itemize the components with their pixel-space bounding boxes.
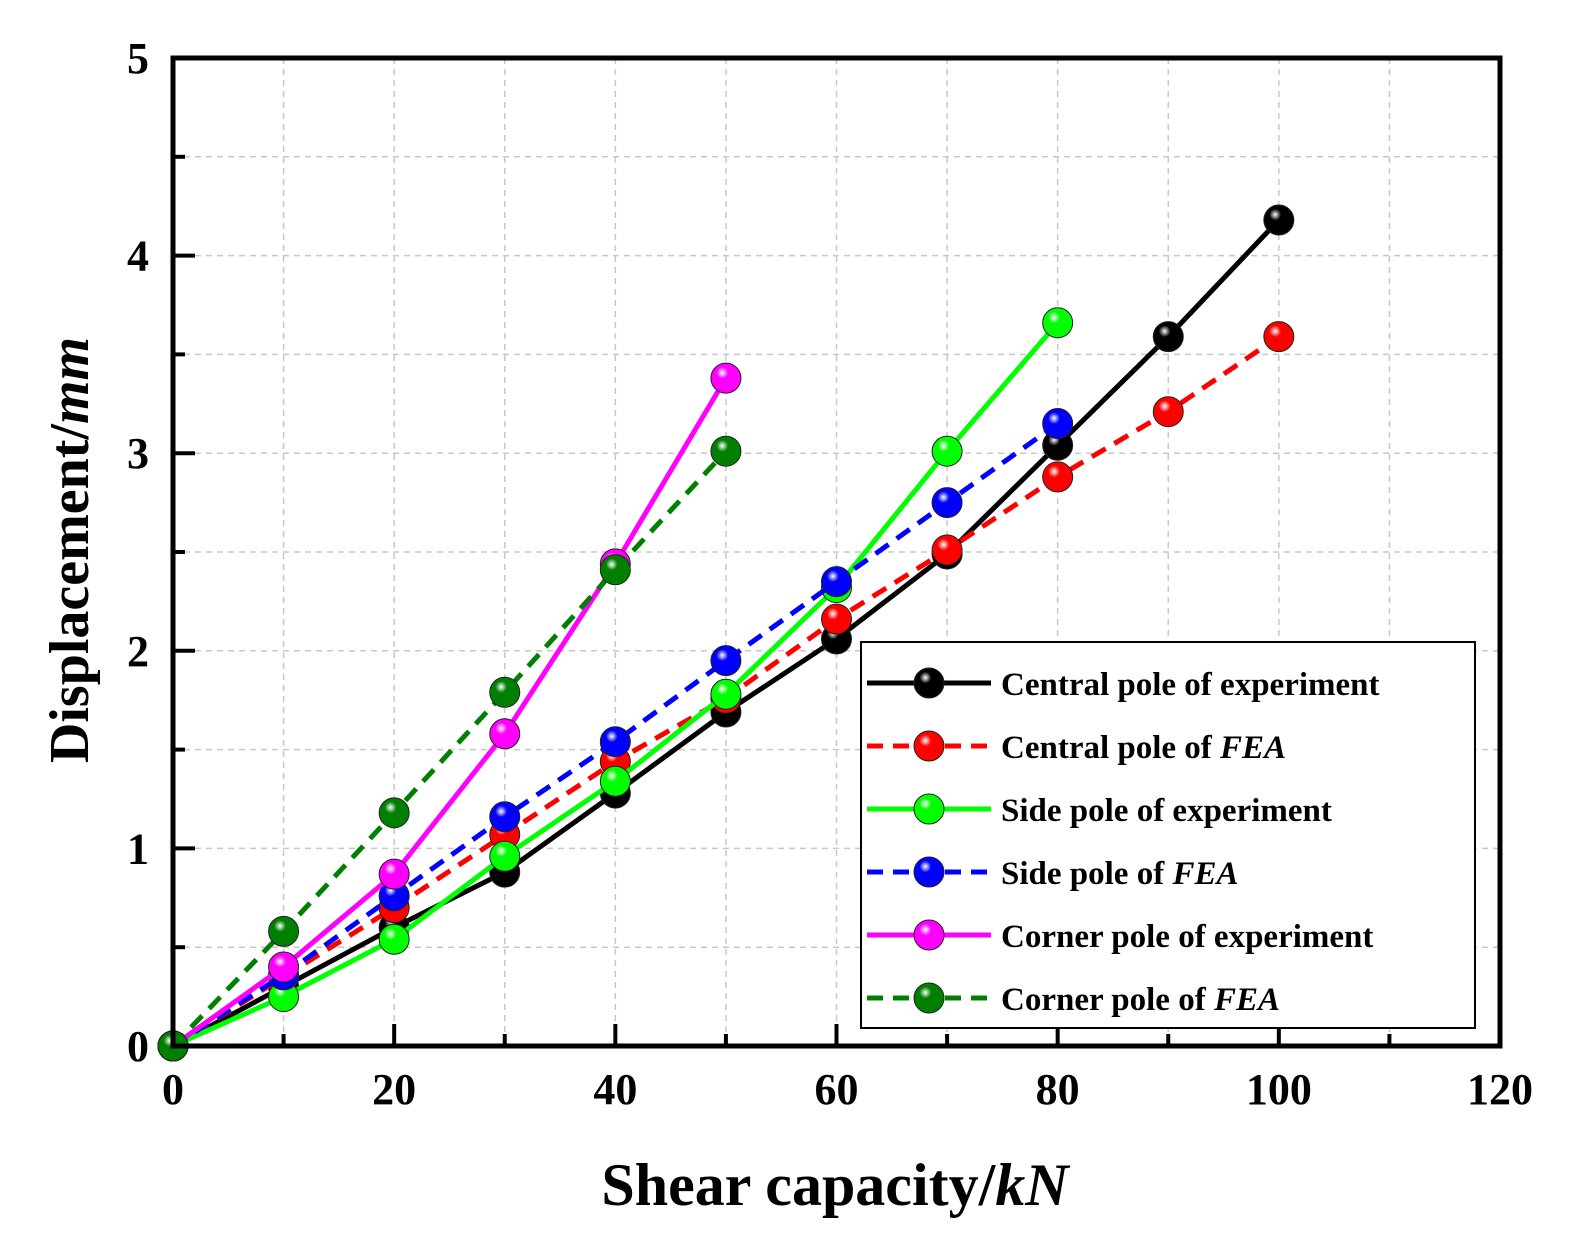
legend-item: Central pole of experiment bbox=[867, 667, 1380, 703]
legend-item: Corner pole of experiment bbox=[867, 919, 1373, 955]
y-tick-label: 1 bbox=[127, 824, 149, 873]
data-point bbox=[821, 603, 852, 635]
data-point bbox=[599, 554, 631, 586]
data-point bbox=[1042, 307, 1074, 339]
grid bbox=[173, 58, 1500, 1046]
y-tick-label: 0 bbox=[127, 1022, 149, 1071]
data-point bbox=[931, 435, 963, 467]
legend-label: Side pole of experiment bbox=[1001, 793, 1332, 829]
data-point bbox=[268, 951, 300, 983]
legend-label: Central pole of experiment bbox=[1001, 667, 1380, 703]
legend: Central pole of experiment Central pole o… bbox=[860, 641, 1476, 1029]
data-point bbox=[1263, 204, 1295, 236]
x-tick-label: 60 bbox=[815, 1065, 859, 1114]
legend-label: Side pole of FEA bbox=[1001, 856, 1238, 892]
x-tick-label: 0 bbox=[162, 1065, 184, 1114]
y-tick-label: 4 bbox=[127, 232, 149, 281]
x-axis-label: Shear capacity/kN bbox=[601, 1152, 1071, 1218]
legend-label: Corner pole of FEA bbox=[1001, 982, 1280, 1018]
x-tick-label: 100 bbox=[1246, 1065, 1312, 1114]
series-6 bbox=[157, 435, 742, 1062]
x-tick-label: 20 bbox=[372, 1065, 416, 1114]
y-tick-label: 2 bbox=[127, 627, 149, 676]
legend-marker bbox=[913, 667, 945, 699]
data-point bbox=[710, 678, 742, 710]
y-tick-label: 5 bbox=[127, 34, 149, 83]
legend-item: Corner pole of FEA bbox=[867, 982, 1280, 1018]
x-tick-label: 120 bbox=[1467, 1065, 1533, 1114]
legend-item: Side pole of FEA bbox=[867, 856, 1238, 892]
legend-box bbox=[860, 641, 1476, 1029]
data-point bbox=[489, 801, 521, 833]
legend-marker bbox=[913, 730, 945, 762]
data-point bbox=[489, 718, 521, 750]
data-point bbox=[1042, 408, 1074, 440]
y-tick-label: 3 bbox=[127, 429, 149, 478]
x-tick-label: 40 bbox=[593, 1065, 637, 1114]
data-point bbox=[1263, 321, 1295, 353]
data-point bbox=[710, 362, 742, 394]
data-point bbox=[931, 487, 963, 519]
series-line bbox=[171, 449, 728, 1048]
legend-label: Corner pole of experiment bbox=[1001, 919, 1373, 955]
data-point bbox=[489, 840, 521, 872]
data-point bbox=[599, 726, 631, 758]
data-point bbox=[931, 534, 963, 566]
data-point bbox=[378, 923, 410, 955]
data-point bbox=[1152, 321, 1184, 353]
data-point bbox=[268, 915, 300, 947]
data-point bbox=[821, 566, 852, 598]
data-point bbox=[599, 765, 631, 797]
data-point bbox=[489, 676, 521, 708]
legend-marker bbox=[913, 793, 945, 825]
series-layer bbox=[157, 204, 1295, 1062]
legend-marker bbox=[913, 919, 945, 951]
data-point bbox=[1152, 396, 1184, 428]
legend-item: Side pole of experiment bbox=[867, 793, 1332, 829]
y-axis-label: Displacement/mm bbox=[39, 337, 101, 763]
data-point bbox=[1042, 461, 1074, 493]
data-point bbox=[378, 797, 410, 829]
legend-marker bbox=[913, 856, 945, 888]
data-point bbox=[378, 858, 410, 890]
x-tick-label: 80 bbox=[1036, 1065, 1080, 1114]
tick-labels: 0 20 40 60 80 100 120 0 1 2 3 4 5 bbox=[127, 34, 1533, 1114]
legend-label: Central pole of FEA bbox=[1001, 730, 1286, 766]
legend-marker bbox=[913, 982, 945, 1014]
series-3 bbox=[157, 307, 1074, 1062]
series-line bbox=[171, 376, 729, 1049]
legend-item: Central pole of FEA bbox=[867, 730, 1286, 766]
data-point bbox=[710, 645, 742, 677]
data-point bbox=[710, 435, 742, 467]
